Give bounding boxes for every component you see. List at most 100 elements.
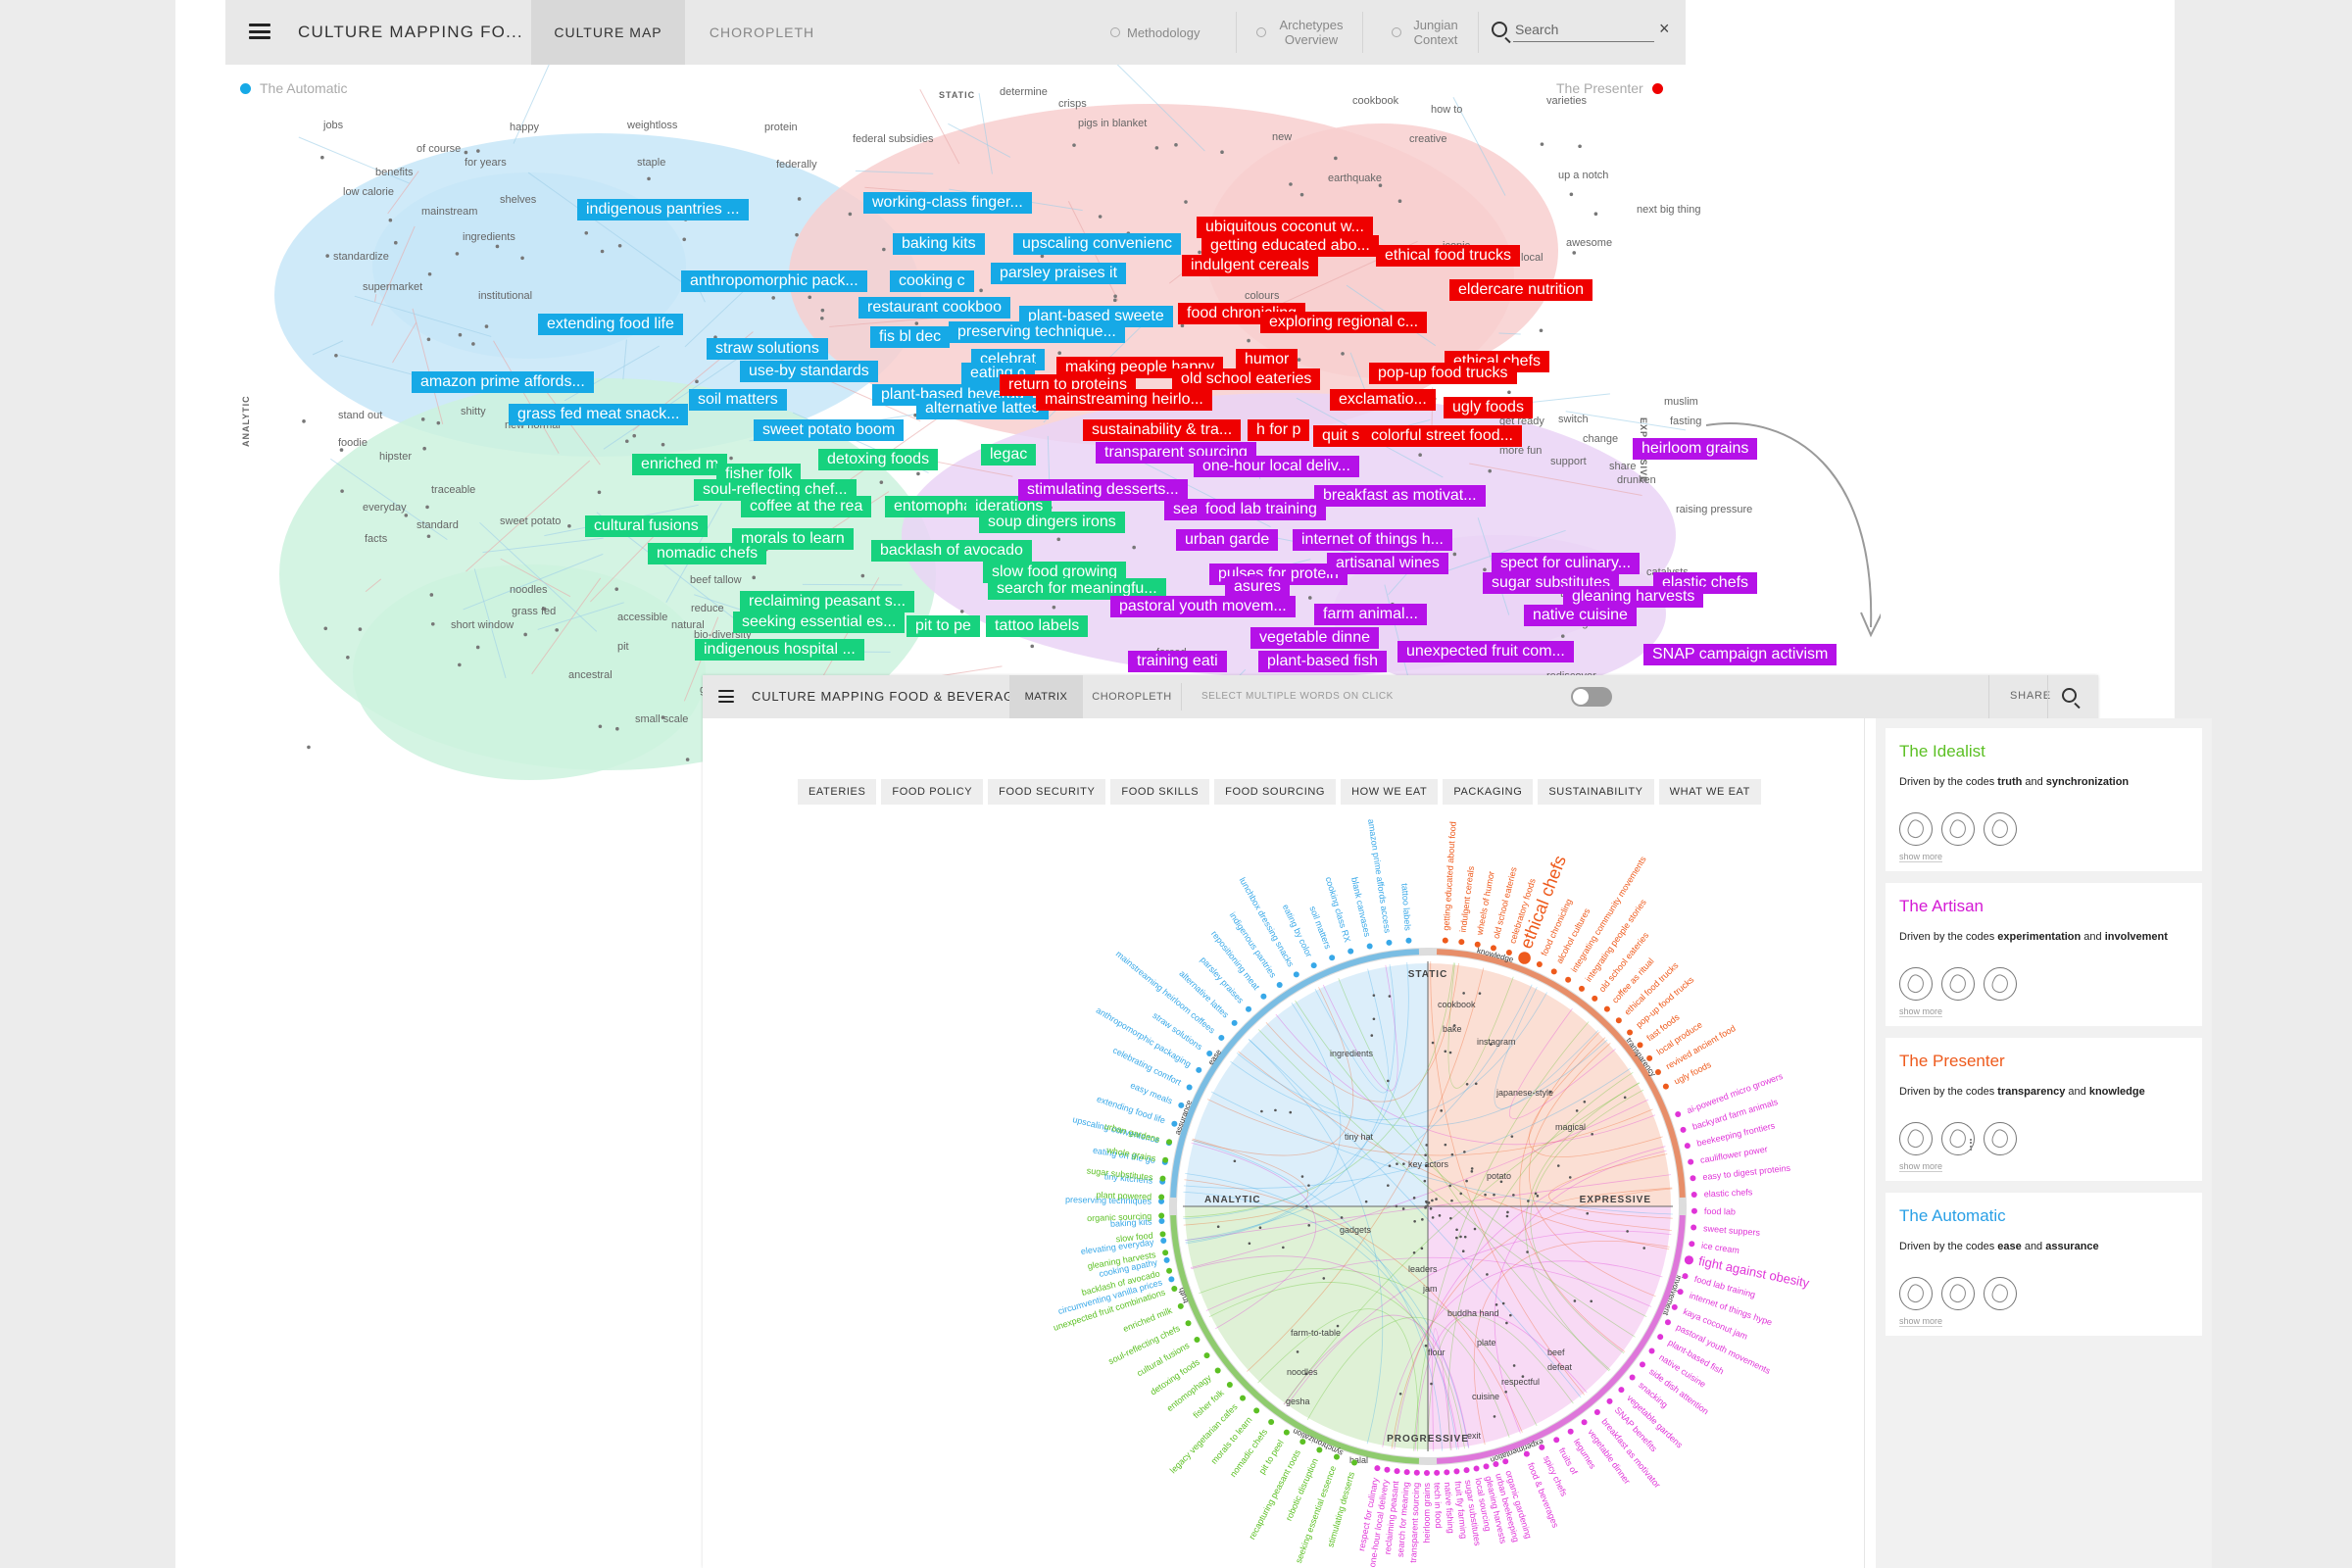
ring-node[interactable] <box>1618 1387 1625 1394</box>
map-word[interactable]: crisps <box>1058 98 1087 110</box>
map-word[interactable]: share <box>1609 461 1637 472</box>
topic-label[interactable]: ubiquitous coconut w... <box>1197 217 1373 238</box>
map-word[interactable]: earthquake <box>1328 172 1383 184</box>
ring-node[interactable] <box>1196 1066 1202 1073</box>
map-word[interactable]: get ready <box>1499 416 1544 427</box>
ring-node[interactable] <box>1657 1334 1664 1341</box>
filter-chip[interactable]: SUSTAINABILITY <box>1538 779 1654 805</box>
ring-word[interactable]: slow food <box>1115 1231 1153 1245</box>
search-input[interactable] <box>1513 18 1654 42</box>
topic-label[interactable]: restaurant cookboo <box>858 297 1010 318</box>
topic-label[interactable]: slow food growing <box>983 562 1127 583</box>
ring-word[interactable]: easy meals <box>1129 1080 1174 1106</box>
ring-node[interactable] <box>1253 1407 1260 1414</box>
map-word[interactable]: next big thing <box>1637 204 1701 216</box>
ring-word[interactable]: cauliflower power <box>1699 1144 1768 1164</box>
ring-node[interactable] <box>1675 1110 1682 1117</box>
ring-node[interactable] <box>1283 1429 1290 1436</box>
ring-node[interactable] <box>1453 1468 1460 1475</box>
map-word[interactable]: raising pressure <box>1676 504 1753 515</box>
topic-label[interactable]: breakfast as motivat... <box>1314 485 1486 507</box>
inner-word[interactable]: japanese-style <box>1495 1088 1553 1098</box>
topic-label[interactable]: upscaling convenienc <box>1013 233 1181 255</box>
topic-label[interactable]: exploring regional c... <box>1260 312 1428 333</box>
inner-word[interactable]: buddha hand <box>1447 1308 1499 1318</box>
map-word[interactable]: happy <box>510 122 539 133</box>
ring-node[interactable] <box>1483 1463 1490 1470</box>
ring-node[interactable] <box>1163 1256 1170 1263</box>
inner-word[interactable]: beef <box>1547 1348 1565 1357</box>
map-word[interactable]: local <box>1521 252 1544 264</box>
search-button[interactable] <box>2062 688 2082 708</box>
ring-word[interactable]: ice cream <box>1701 1241 1740 1255</box>
map-word[interactable]: supermarket <box>363 281 423 293</box>
ring-node[interactable] <box>1276 981 1283 988</box>
ring-word[interactable]: transparent sourcing <box>1408 1483 1421 1563</box>
filter-chip[interactable]: FOOD SECURITY <box>988 779 1106 805</box>
inner-word[interactable]: respectful <box>1501 1377 1540 1387</box>
ring-node[interactable] <box>1684 1255 1694 1265</box>
ring-word[interactable]: elastic chefs <box>1704 1187 1753 1199</box>
ring-node[interactable] <box>1505 949 1512 956</box>
ring-node[interactable] <box>1458 939 1465 946</box>
topic-label[interactable]: indulgent cereals <box>1182 255 1318 276</box>
map-word[interactable]: pigs in blanket <box>1078 118 1148 129</box>
map-word[interactable]: for years <box>465 157 507 169</box>
ring-node[interactable] <box>1226 1382 1233 1389</box>
topic-label[interactable]: farm animal... <box>1314 604 1427 625</box>
ring-node[interactable] <box>1690 1224 1697 1231</box>
topic-label[interactable]: training eati <box>1128 651 1227 672</box>
ring-node[interactable] <box>1218 1034 1225 1041</box>
ring-node[interactable] <box>1162 1250 1169 1256</box>
map-word[interactable]: benefits <box>375 167 414 178</box>
ring-node[interactable] <box>1159 1175 1166 1182</box>
ring-node[interactable] <box>1162 1156 1169 1163</box>
ring-node[interactable] <box>1293 971 1299 978</box>
ring-node[interactable] <box>1348 948 1354 955</box>
map-word[interactable]: creative <box>1409 133 1447 145</box>
topic-label[interactable]: old school eateries <box>1172 368 1321 390</box>
topic-label[interactable]: spect for culinary... <box>1492 553 1641 574</box>
map-word[interactable]: sweet potato <box>500 515 562 527</box>
map-word[interactable]: ancestral <box>568 669 612 681</box>
ring-word[interactable]: native fishing <box>1443 1482 1456 1534</box>
ring-node[interactable] <box>1403 1469 1410 1476</box>
map-word[interactable]: accessible <box>617 612 668 623</box>
ring-node[interactable] <box>1463 1467 1470 1474</box>
topic-label[interactable]: getting educated abo... <box>1201 235 1379 257</box>
topic-label[interactable]: detoxing foods <box>818 449 939 470</box>
topic-label[interactable]: sea <box>1164 499 1207 520</box>
ring-node[interactable] <box>1578 985 1585 992</box>
topic-label[interactable]: ethical food trucks <box>1376 245 1520 267</box>
inner-word[interactable]: potato <box>1487 1171 1511 1181</box>
topic-label[interactable]: working-class finger... <box>863 192 1032 214</box>
ring-node[interactable] <box>1194 1337 1200 1343</box>
ring-node[interactable] <box>1490 945 1496 952</box>
topic-label[interactable]: h for p <box>1248 419 1310 441</box>
ring-node[interactable] <box>1654 1068 1661 1075</box>
map-word[interactable]: weightloss <box>627 120 678 131</box>
ring-node[interactable] <box>1637 1042 1643 1049</box>
ring-node[interactable] <box>1351 1459 1358 1466</box>
topic-label[interactable]: internet of things h... <box>1293 529 1452 551</box>
topic-label[interactable]: anthropomorphic pack... <box>681 270 867 292</box>
ring-word[interactable]: easy to digest proteins <box>1702 1163 1791 1183</box>
topic-label[interactable]: preserving technique... <box>949 321 1125 343</box>
map-word[interactable]: drunken <box>1617 474 1656 486</box>
ring-node[interactable] <box>1442 937 1448 944</box>
panel-resize-handle[interactable] <box>1970 1139 1974 1151</box>
topic-label[interactable]: exclamatio... <box>1330 389 1436 411</box>
topic-label[interactable]: seeking essential es... <box>733 612 906 633</box>
ring-node[interactable] <box>1168 1276 1175 1283</box>
ring-node[interactable] <box>1246 1005 1252 1012</box>
ring-word[interactable]: lunchbox dressing snacks <box>1238 876 1297 969</box>
ring-word[interactable]: tiny kitchens <box>1103 1171 1153 1186</box>
ring-node[interactable] <box>1413 1469 1420 1476</box>
filter-chip[interactable]: WHAT WE EAT <box>1658 779 1761 805</box>
ring-node[interactable] <box>1214 1367 1221 1374</box>
tab-choropleth[interactable]: CHOROPLETH <box>1092 691 1172 703</box>
archetype-card[interactable]: The Idealist Driven by the codes truth a… <box>1886 728 2202 871</box>
topic-label[interactable]: nomadic chefs <box>648 543 767 564</box>
inner-word[interactable]: plate <box>1477 1338 1496 1348</box>
topic-label[interactable]: stimulating desserts... <box>1018 479 1188 501</box>
